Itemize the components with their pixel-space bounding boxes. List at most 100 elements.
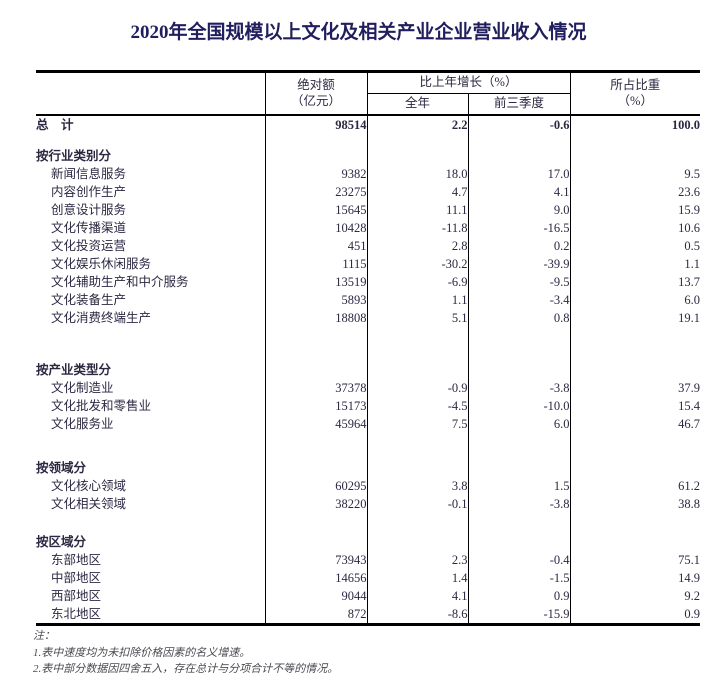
table-row: 西部地区 9044 4.1 0.9 9.2 — [36, 587, 700, 605]
section-header-label: 按领域分 — [36, 459, 266, 477]
table-row: 中部地区 14656 1.4 -1.5 14.9 — [36, 569, 700, 587]
spacer-cell — [36, 327, 266, 361]
section-header-row: 按行业类别分 — [36, 147, 700, 165]
section-header-row: 按产业类型分 — [36, 361, 700, 379]
spacer-row — [36, 513, 700, 533]
section-header-empty-cell — [265, 459, 368, 477]
cell-share: 38.8 — [678, 497, 701, 511]
cell-share: 100.0 — [671, 118, 701, 132]
cell-share: 37.9 — [678, 381, 701, 395]
cell-share: 15.4 — [678, 399, 701, 413]
header-share-unit: （%） — [617, 93, 653, 108]
cell-share: 1.1 — [684, 257, 701, 271]
row-label: 文化投资运营 — [36, 237, 266, 255]
cell-first-three-quarters: 17.0 — [468, 165, 571, 183]
section-header-empty-cell — [265, 361, 368, 379]
cell-share: 13.7 — [678, 275, 701, 289]
table-row: 文化娱乐休闲服务 1115 -30.2 -39.9 1.1 — [36, 255, 700, 273]
cell-absolute: 10428 — [265, 219, 368, 237]
spacer-cell — [367, 433, 469, 459]
cell-first-three-quarters: -16.5 — [468, 219, 571, 237]
cell-first-three-quarters: -0.4 — [468, 551, 571, 569]
spacer-cell — [36, 134, 266, 147]
section-header-row: 按区域分 — [36, 533, 700, 551]
cell-full-year: 5.1 — [367, 309, 469, 327]
row-label: 中部地区 — [36, 569, 266, 587]
section-header-label: 按行业类别分 — [36, 147, 266, 165]
cell-full-year: 2.8 — [367, 237, 469, 255]
spacer-cell — [36, 433, 266, 459]
row-label: 总 计 — [36, 115, 266, 134]
spacer-cell — [468, 433, 571, 459]
cell-first-three-quarters: -10.0 — [468, 397, 571, 415]
table-row: 文化装备生产 5893 1.1 -3.4 6.0 — [36, 291, 700, 309]
cell-full-year: 2.2 — [367, 115, 469, 134]
page-title: 2020年全国规模以上文化及相关产业企业营业收入情况 — [130, 22, 587, 43]
cell-first-three-quarters: 1.5 — [468, 477, 571, 495]
section-header-empty-cell — [570, 147, 700, 165]
row-label: 文化服务业 — [36, 415, 266, 433]
cell-full-year: -11.8 — [367, 219, 469, 237]
spacer-cell — [265, 134, 368, 147]
spacer-cell — [570, 433, 700, 459]
cell-absolute: 5893 — [265, 291, 368, 309]
section-header-empty-cell — [367, 361, 469, 379]
cell-first-three-quarters: 0.8 — [468, 309, 571, 327]
cell-absolute: 60295 — [265, 477, 368, 495]
cell-first-three-quarters: -39.9 — [468, 255, 571, 273]
section-header-empty-cell — [367, 533, 469, 551]
table-row: 东部地区 73943 2.3 -0.4 75.1 — [36, 551, 700, 569]
section-header-empty-cell — [468, 533, 571, 551]
cell-absolute: 14656 — [265, 569, 368, 587]
spacer-cell — [367, 327, 469, 361]
cell-absolute: 15173 — [265, 397, 368, 415]
row-label: 文化相关领域 — [36, 495, 266, 513]
row-label: 东北地区 — [36, 605, 266, 625]
cell-share: 9.2 — [684, 589, 701, 603]
cell-first-three-quarters: -15.9 — [468, 605, 571, 625]
section-header-empty-cell — [570, 361, 700, 379]
row-label: 文化辅助生产和中介服务 — [36, 273, 266, 291]
footnotes-label: 注： — [33, 630, 55, 642]
header-first-three-quarters: 前三季度 — [468, 93, 571, 115]
footnotes: 注： 1.表中速度均为未扣除价格因素的名义增速。 2.表中部分数据因四舍五入，存… — [33, 628, 338, 678]
table-header: 绝对额 （亿元） 比上年增长（%） 所占比重 （%） 全年 前三季度 — [36, 71, 701, 115]
cell-full-year: 7.5 — [367, 415, 469, 433]
header-growth-vs-last-year: 比上年增长（%） — [367, 71, 571, 94]
table-row: 文化制造业 37378 -0.9 -3.8 37.9 — [36, 379, 700, 397]
cell-absolute: 23275 — [265, 183, 368, 201]
table-row: 文化批发和零售业 15173 -4.5 -10.0 15.4 — [36, 397, 700, 415]
cell-full-year: -8.6 — [367, 605, 469, 625]
row-label: 东部地区 — [36, 551, 266, 569]
footnote-2: 2.表中部分数据因四舍五入，存在总计与分项合计不等的情况。 — [33, 663, 339, 675]
spacer-cell — [265, 327, 368, 361]
row-label: 文化批发和零售业 — [36, 397, 266, 415]
section-header-row: 按领域分 — [36, 459, 700, 477]
table-row: 创意设计服务 15645 11.1 9.0 15.9 — [36, 201, 700, 219]
cell-share: 10.6 — [678, 221, 701, 235]
cell-first-three-quarters: 6.0 — [468, 415, 571, 433]
section-header-empty-cell — [265, 147, 368, 165]
cell-share: 0.5 — [684, 239, 701, 253]
cell-first-three-quarters: 0.9 — [468, 587, 571, 605]
spacer-cell — [468, 327, 571, 361]
cell-full-year: 4.7 — [367, 183, 469, 201]
cell-absolute: 15645 — [265, 201, 368, 219]
row-label: 新闻信息服务 — [36, 165, 266, 183]
section-header-empty-cell — [265, 533, 368, 551]
section-header-empty-cell — [570, 459, 700, 477]
spacer-cell — [265, 433, 368, 459]
section-header-empty-cell — [367, 459, 469, 477]
table-row: 文化服务业 45964 7.5 6.0 46.7 — [36, 415, 700, 433]
cell-full-year: 11.1 — [367, 201, 469, 219]
spacer-cell — [468, 513, 571, 533]
table-row: 内容创作生产 23275 4.7 4.1 23.6 — [36, 183, 700, 201]
total-row: 总 计 98514 2.2 -0.6 100.0 — [36, 115, 700, 134]
header-full-year: 全年 — [367, 93, 469, 115]
cell-full-year: -0.1 — [367, 495, 469, 513]
footnote-1: 1.表中速度均为未扣除价格因素的名义增速。 — [33, 646, 251, 659]
section-header-empty-cell — [468, 459, 571, 477]
section-header-empty-cell — [570, 533, 700, 551]
header-absolute-amount: 绝对额 （亿元） — [265, 71, 368, 115]
